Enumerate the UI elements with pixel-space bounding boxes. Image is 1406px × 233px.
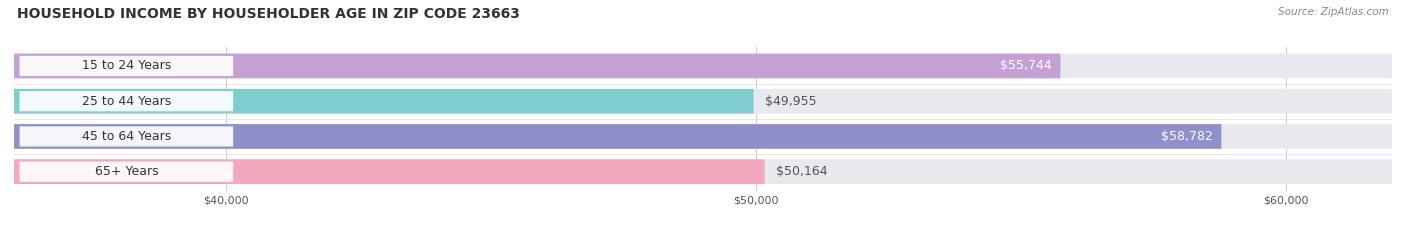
Text: 25 to 44 Years: 25 to 44 Years: [82, 95, 172, 108]
Text: 65+ Years: 65+ Years: [94, 165, 157, 178]
FancyBboxPatch shape: [14, 159, 765, 184]
FancyBboxPatch shape: [14, 159, 1392, 184]
FancyBboxPatch shape: [14, 89, 1392, 113]
FancyBboxPatch shape: [14, 89, 754, 113]
FancyBboxPatch shape: [14, 124, 1222, 149]
FancyBboxPatch shape: [14, 124, 1392, 149]
FancyBboxPatch shape: [20, 91, 233, 111]
FancyBboxPatch shape: [20, 126, 233, 147]
FancyBboxPatch shape: [20, 161, 233, 182]
FancyBboxPatch shape: [20, 56, 233, 76]
Text: $55,744: $55,744: [1001, 59, 1052, 72]
Text: $50,164: $50,164: [776, 165, 827, 178]
Text: 45 to 64 Years: 45 to 64 Years: [82, 130, 172, 143]
Text: $58,782: $58,782: [1161, 130, 1213, 143]
Text: Source: ZipAtlas.com: Source: ZipAtlas.com: [1278, 7, 1389, 17]
FancyBboxPatch shape: [14, 54, 1060, 78]
FancyBboxPatch shape: [14, 54, 1392, 78]
Text: HOUSEHOLD INCOME BY HOUSEHOLDER AGE IN ZIP CODE 23663: HOUSEHOLD INCOME BY HOUSEHOLDER AGE IN Z…: [17, 7, 520, 21]
Text: 15 to 24 Years: 15 to 24 Years: [82, 59, 172, 72]
Text: $49,955: $49,955: [765, 95, 817, 108]
